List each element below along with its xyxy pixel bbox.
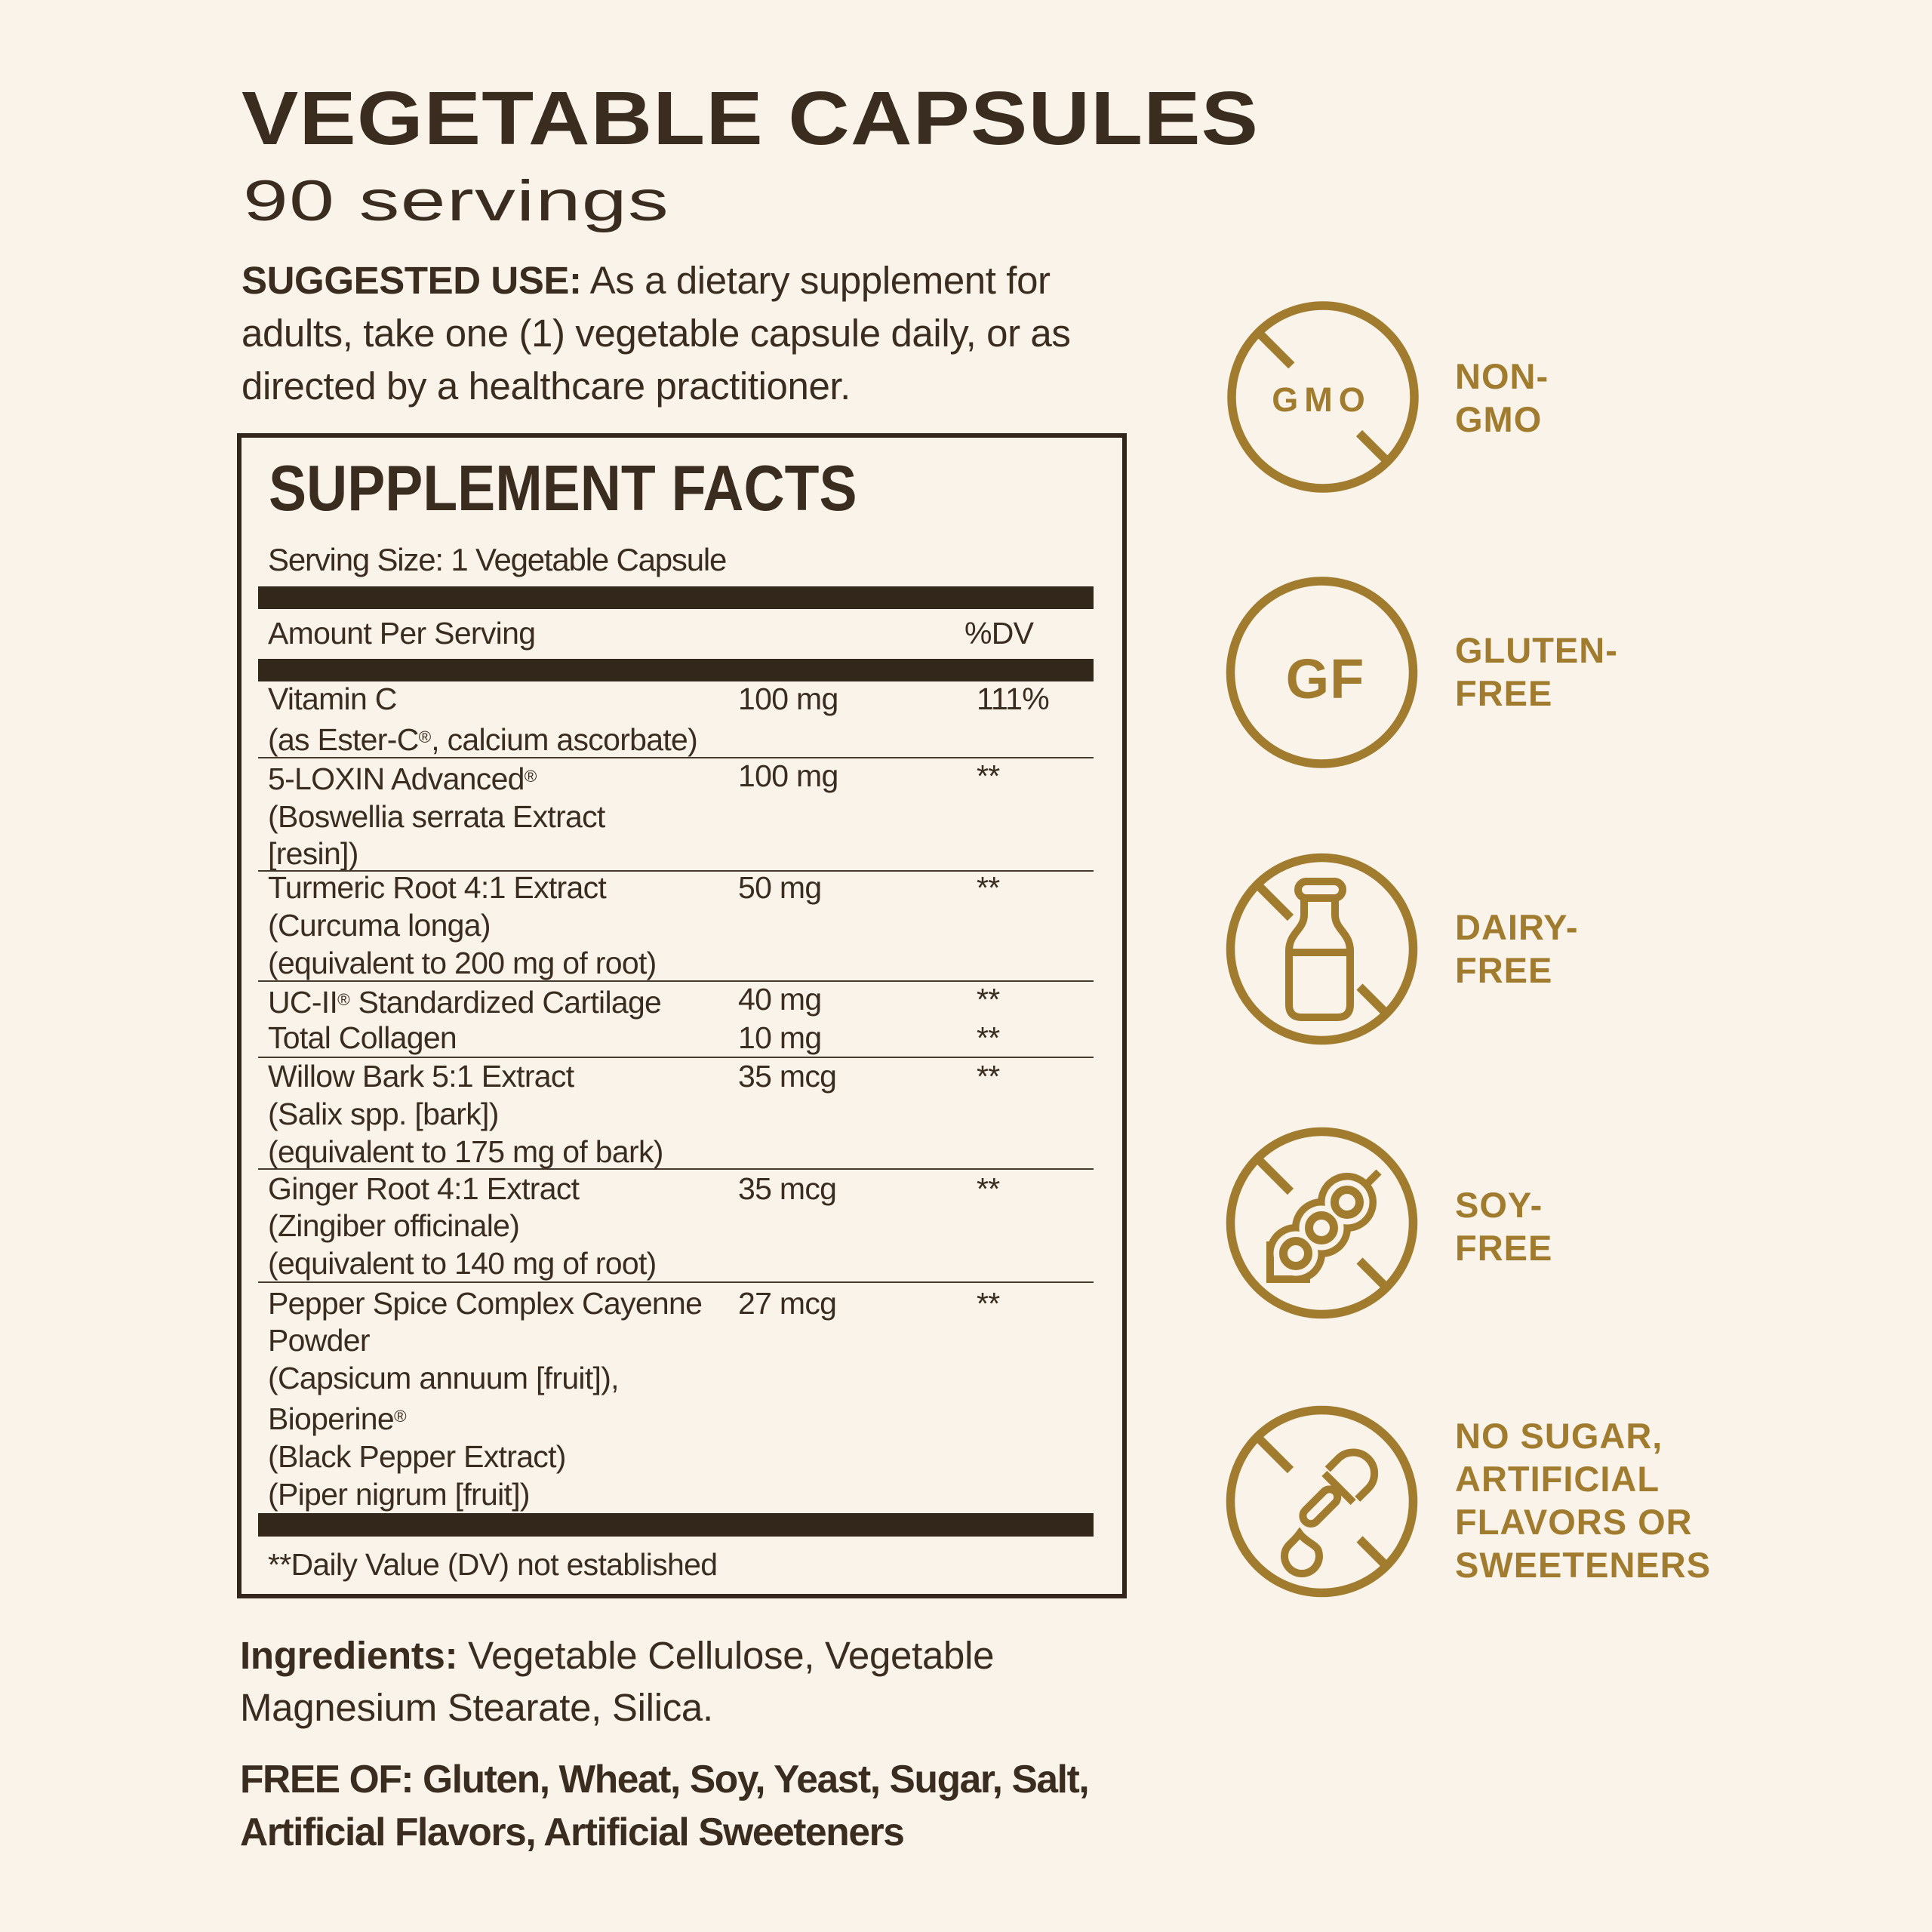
svg-text:GF: GF	[1286, 648, 1365, 710]
svg-text:GMO: GMO	[1272, 380, 1371, 419]
